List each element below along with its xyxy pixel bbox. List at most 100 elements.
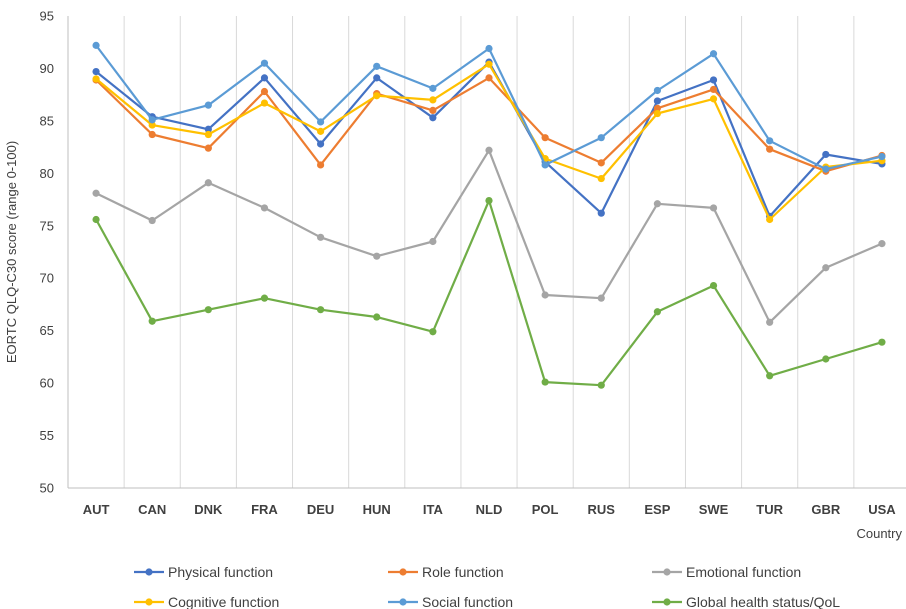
data-point [709,50,718,58]
data-point [766,137,774,145]
data-point [429,114,437,122]
data-point [373,92,381,100]
gridlines [123,16,855,488]
data-point [822,165,830,173]
series-social-function [92,41,886,173]
data-point [597,381,605,389]
series-line [95,149,883,324]
legend-item: Emotional function [652,564,801,580]
data-point [260,204,269,212]
series-role-function [92,74,886,175]
legend-swatch-marker [145,568,153,576]
data-point [709,281,718,290]
data-point [822,150,830,159]
series-lines [92,41,886,389]
x-tick-label: HUN [363,502,391,517]
data-point [485,74,493,82]
data-point [709,76,718,84]
x-tick-label: DEU [307,502,334,517]
data-point [317,306,325,314]
data-point [597,209,605,217]
data-point [148,130,156,139]
data-point [653,97,662,105]
x-tick-label: SWE [699,502,729,517]
data-point [597,159,605,167]
data-point [429,96,437,104]
data-point [709,95,718,103]
data-point [653,109,662,118]
data-point [429,106,437,114]
data-point [541,134,549,142]
series-cognitive-function [92,60,886,224]
data-point [204,101,212,109]
x-tick-label: CAN [138,502,166,517]
legend-label: Global health status/QoL [686,594,840,609]
data-point [709,85,718,94]
data-point [317,118,325,126]
data-point [260,74,269,82]
data-point [204,130,212,139]
data-point [260,99,269,107]
x-tick-label: FRA [251,502,278,517]
legend-label: Emotional function [686,564,801,580]
data-point [429,328,437,336]
y-tick-label: 60 [40,376,54,391]
data-point [92,189,100,197]
legend-item: Role function [388,564,504,580]
y-tick-label: 50 [40,481,54,496]
y-axis-title: EORTC QLQ-C30 score (range 0-100) [4,141,19,363]
data-point [766,145,774,153]
x-tick-labels: AUT CAN DNK FRA DEU HUN ITA NLD POL RUS ESP SWE TUR G… [83,502,897,517]
legend-item: Social function [388,594,513,609]
legend-label: Physical function [168,564,273,580]
legend-item: Cognitive function [134,594,279,609]
y-tick-label: 90 [40,61,54,76]
data-point [260,294,269,302]
series-emotional-function [92,146,886,326]
data-point [317,161,325,169]
x-tick-label: RUS [588,502,616,517]
legend-swatch-marker [399,598,407,606]
data-point [878,240,886,248]
x-tick-label: DNK [194,502,223,517]
data-point [597,174,605,183]
data-point [317,127,325,135]
data-point [204,306,212,314]
legend-item: Global health status/QoL [652,594,840,609]
data-point [429,237,437,246]
legend-swatch-marker [399,568,407,576]
series-global-health-status-qol [92,197,886,389]
data-point [485,44,493,53]
y-tick-label: 95 [40,9,54,24]
data-point [766,318,774,326]
legend-swatch-marker [663,598,671,606]
data-point [92,75,100,83]
data-point [260,87,269,96]
data-point [878,152,886,161]
legend-swatch-marker [145,598,153,606]
y-tick-label: 80 [40,166,54,181]
x-axis-title: Country [856,526,902,541]
legend-item: Physical function [134,564,273,580]
data-point [485,146,493,154]
data-point [317,140,325,148]
data-point [541,161,549,169]
axes [67,16,906,489]
data-point [92,67,100,76]
legend-label: Cognitive function [168,594,279,609]
data-point [653,86,662,95]
data-point [204,125,212,133]
data-point [92,215,100,224]
x-tick-label: TUR [756,502,783,517]
x-tick-label: ITA [423,502,444,517]
data-point [822,355,830,363]
data-point [822,264,830,272]
data-point [373,313,381,321]
data-point [148,121,156,129]
data-point [148,116,156,124]
data-point [373,62,381,70]
data-point [653,200,662,208]
y-tick-labels: 50 55 60 65 70 75 80 85 90 95 [40,9,54,496]
data-point [541,378,549,386]
